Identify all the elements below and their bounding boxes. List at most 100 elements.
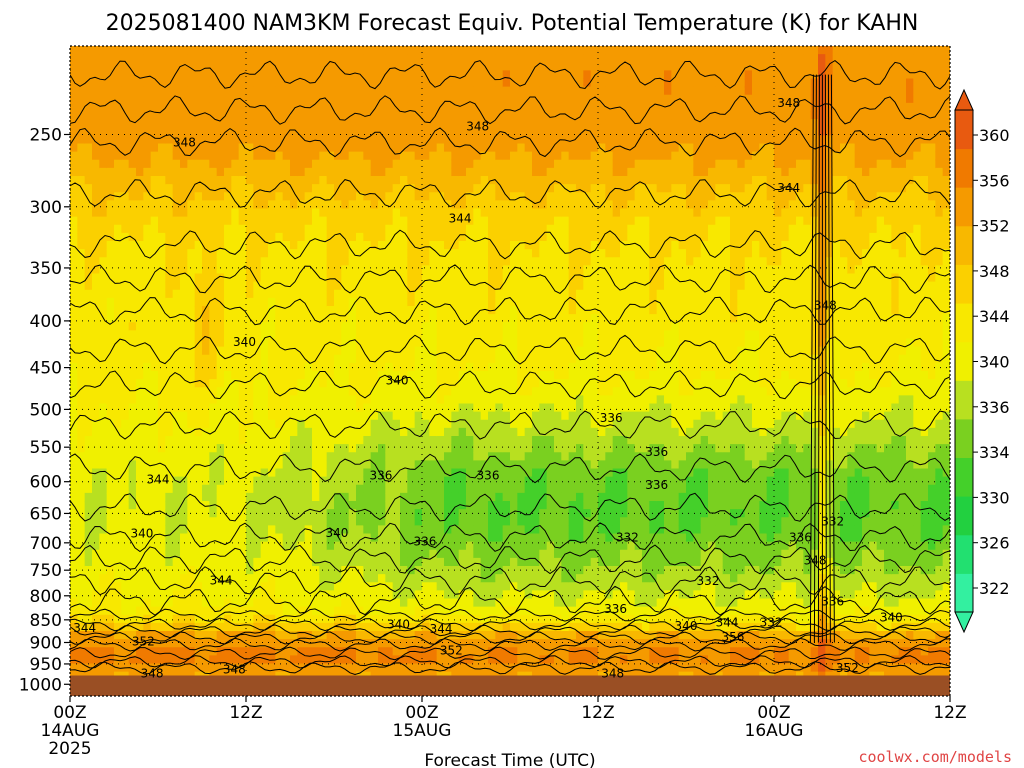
theta-cell: [99, 614, 108, 624]
theta-cell: [312, 54, 320, 63]
theta-cell: [128, 379, 137, 388]
theta-cell: [297, 436, 306, 445]
theta-cell: [502, 151, 511, 161]
theta-cell: [260, 86, 269, 96]
theta-cell: [187, 362, 196, 372]
theta-cell: [128, 184, 137, 193]
theta-cell: [92, 614, 100, 624]
theta-cell: [319, 176, 328, 185]
theta-cell: [290, 411, 298, 421]
theta-cell: [407, 354, 416, 364]
theta-cell: [341, 655, 350, 665]
theta-cell: [502, 403, 511, 413]
theta-cell: [253, 517, 262, 526]
theta-cell: [326, 338, 335, 348]
theta-cell: [422, 257, 430, 266]
theta-cell: [436, 249, 445, 258]
theta-cell: [231, 663, 240, 673]
theta-cell: [282, 306, 291, 315]
theta-cell: [180, 574, 188, 583]
theta-cell: [224, 436, 232, 445]
theta-cell: [436, 159, 445, 169]
theta-cell: [524, 176, 533, 185]
theta-cell: [451, 338, 460, 348]
theta-cell: [216, 468, 225, 478]
theta-cell: [356, 517, 364, 526]
theta-cell: [378, 566, 386, 575]
theta-cell: [517, 427, 526, 437]
theta-cell: [429, 167, 438, 177]
theta-cell: [209, 273, 218, 283]
theta-cell: [444, 419, 452, 429]
theta-cell: [143, 111, 152, 120]
theta-cell: [458, 241, 467, 250]
theta-cell: [150, 143, 159, 153]
theta-cell: [495, 533, 504, 543]
theta-cell: [209, 216, 218, 226]
theta-cell: [268, 289, 276, 299]
theta-cell: [385, 460, 394, 470]
theta-cell: [158, 541, 166, 551]
theta-cell: [392, 411, 401, 421]
theta-cell: [143, 119, 152, 128]
theta-cell: [216, 143, 225, 153]
theta-cell: [319, 403, 328, 413]
theta-cell: [334, 176, 342, 185]
theta-cell: [488, 501, 496, 510]
theta-cell: [495, 647, 504, 656]
theta-cell: [326, 362, 335, 372]
theta-cell: [260, 614, 269, 624]
theta-cell: [312, 46, 320, 55]
theta-cell: [99, 70, 108, 80]
theta-cell: [473, 582, 482, 591]
theta-cell: [268, 200, 276, 210]
theta-cell: [92, 566, 100, 575]
theta-cell: [136, 232, 144, 242]
theta-cell: [297, 62, 306, 71]
theta-cell: [414, 143, 423, 153]
theta-cell: [319, 151, 328, 161]
theta-cell: [312, 151, 320, 161]
theta-cell: [495, 606, 504, 616]
theta-cell: [70, 476, 78, 486]
theta-cell: [187, 549, 196, 559]
theta-cell: [180, 119, 188, 128]
theta-cell: [275, 509, 284, 518]
theta-cell: [326, 647, 335, 656]
theta-cell: [187, 46, 196, 55]
theta-cell: [275, 484, 284, 494]
theta-cell: [84, 549, 93, 559]
theta-cell: [290, 387, 298, 396]
theta-cell: [356, 176, 364, 185]
theta-cell: [495, 46, 504, 55]
theta-cell: [312, 281, 320, 291]
theta-cell: [378, 94, 386, 104]
theta-cell: [466, 517, 474, 526]
theta-cell: [510, 614, 518, 624]
theta-cell: [194, 273, 203, 283]
theta-cell: [172, 517, 181, 526]
theta-cell: [238, 387, 247, 396]
theta-cell: [458, 167, 467, 177]
theta-cell: [312, 525, 320, 535]
theta-cell: [70, 533, 78, 543]
theta-cell: [444, 517, 452, 526]
theta-cell: [429, 598, 438, 608]
theta-cell: [165, 622, 174, 632]
theta-cell: [341, 614, 350, 624]
theta-cell: [480, 62, 489, 71]
theta-cell: [488, 484, 496, 494]
theta-cell: [180, 362, 188, 372]
theta-cell: [385, 549, 394, 559]
theta-cell: [400, 265, 408, 275]
theta-cell: [297, 362, 306, 372]
theta-cell: [297, 606, 306, 616]
theta-cell: [473, 517, 482, 526]
theta-cell: [253, 622, 262, 632]
theta-cell: [202, 70, 210, 80]
theta-cell: [143, 208, 152, 218]
theta-cell: [70, 200, 78, 210]
theta-cell: [429, 241, 438, 250]
theta-cell: [304, 314, 313, 323]
theta-cell: [121, 119, 130, 128]
